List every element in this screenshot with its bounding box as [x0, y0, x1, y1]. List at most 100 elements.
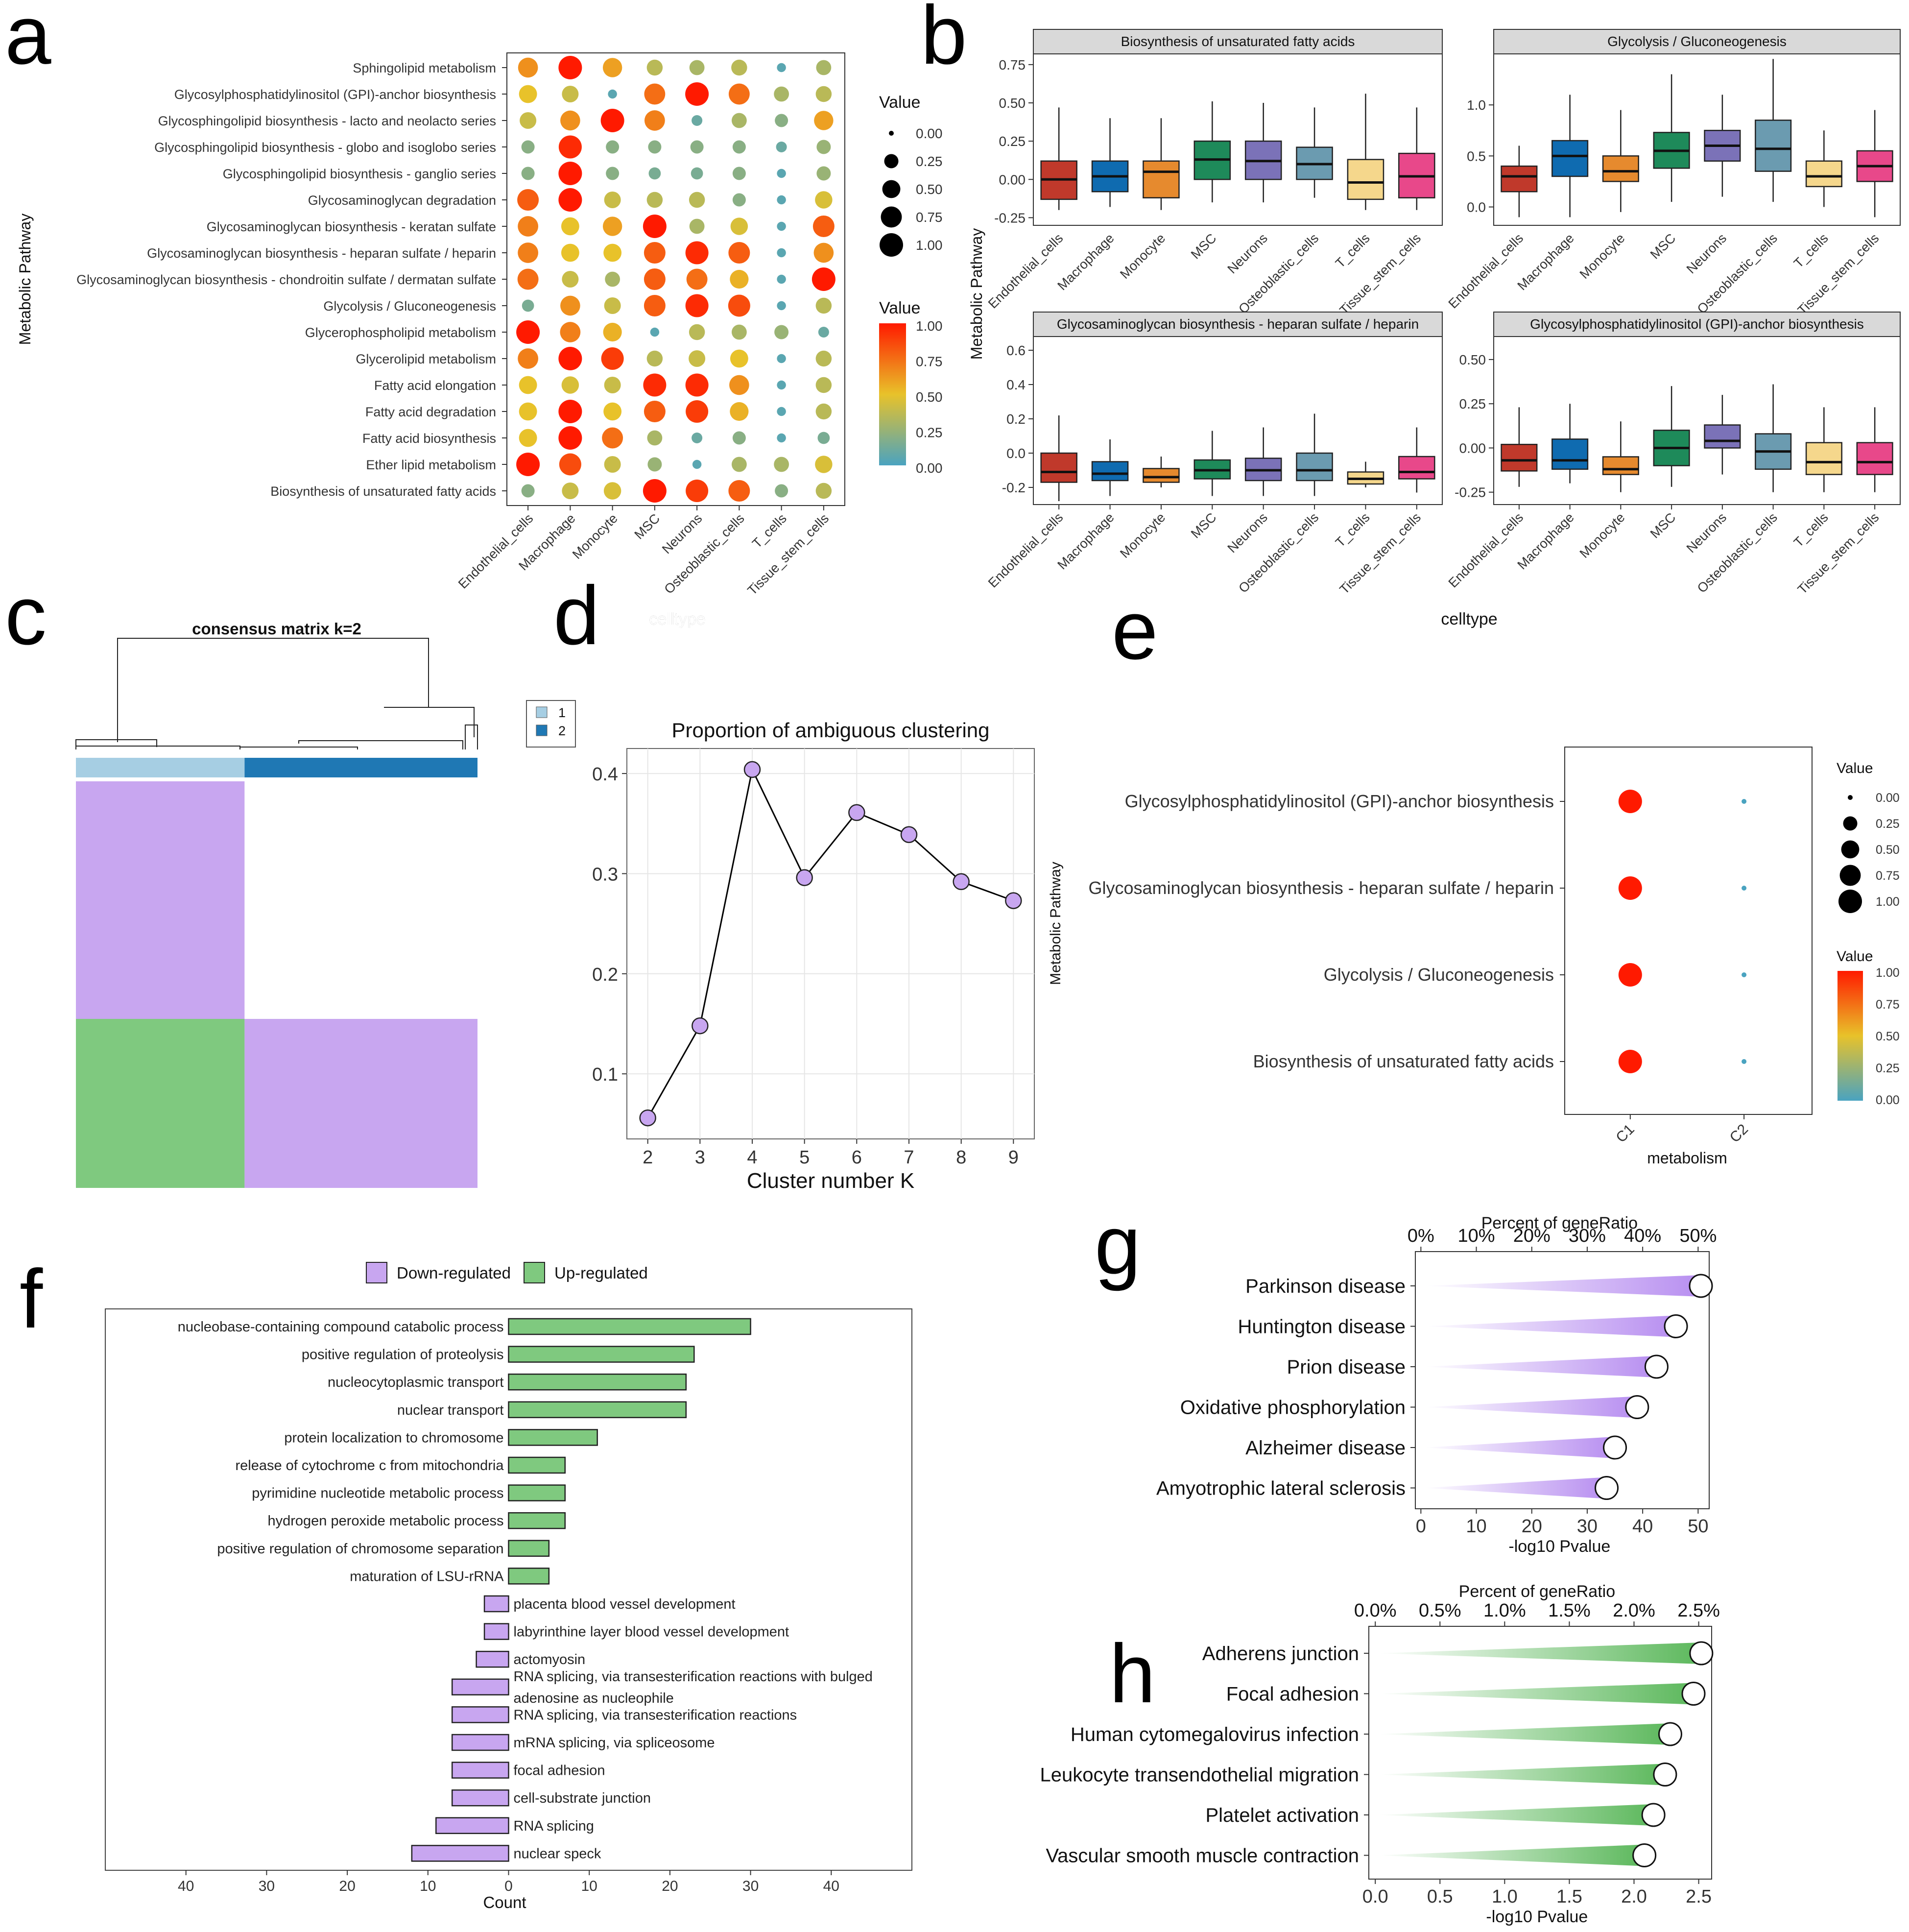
bar [508, 1484, 566, 1501]
y-tick-label: 0.50 [999, 96, 1026, 111]
data-point [953, 873, 970, 891]
dot-point [646, 59, 663, 76]
bar [483, 1623, 509, 1640]
y-tick-label: 0.2 [1006, 411, 1026, 427]
x-tick-label: 10 [1466, 1516, 1486, 1537]
x-tick-label: MSC [631, 511, 663, 542]
box-body [1602, 155, 1639, 182]
dot-point [686, 479, 709, 503]
dot-point [1742, 799, 1747, 804]
dot-point [1618, 963, 1642, 987]
y-tick-label: Ether lipid metabolism [366, 458, 496, 472]
data-point [743, 761, 761, 778]
x-axis-title: celltype [1441, 610, 1497, 628]
y-tick-label: Alzheimer disease [1245, 1437, 1406, 1459]
y-tick-label: Biosynthesis of unsaturated fatty acids [270, 484, 496, 499]
dot-point [730, 402, 749, 421]
dendrogram-branch [384, 707, 475, 737]
legend-size-dot [882, 180, 901, 198]
legend-size-dot [889, 131, 894, 136]
x-tick-label: 7 [904, 1147, 914, 1168]
dot-point [558, 400, 582, 423]
dot-point [777, 380, 786, 390]
y-tick-label: Vascular smooth muscle contraction [1046, 1845, 1359, 1867]
dot-point [520, 112, 537, 129]
dot-point [731, 59, 747, 76]
bar [476, 1650, 509, 1668]
bar-label: cell-substrate junction [514, 1790, 651, 1806]
bar [451, 1706, 509, 1723]
bar-label: nuclear speck [514, 1846, 601, 1861]
y-tick-label: 0.25 [999, 134, 1026, 149]
legend-label: 0.50 [1876, 843, 1900, 857]
y-tick-label: Leukocyte transendothelial migration [1040, 1764, 1359, 1786]
box-body [1805, 442, 1842, 475]
panel-f: 40 30 20 10 0 10 20 30 40 nucleobase-containing c… [105, 1262, 912, 1911]
top-tick-label: 10% [1457, 1226, 1495, 1246]
dot-point [647, 457, 662, 472]
dot-point [730, 269, 749, 289]
y-tick-label: Prion disease [1287, 1356, 1406, 1378]
heatmap-block [244, 1019, 477, 1188]
dot-point [730, 217, 748, 235]
bar [508, 1540, 550, 1557]
dot-point [604, 191, 621, 209]
dot-point [775, 484, 788, 498]
plot-frame [105, 1308, 912, 1871]
dendrogram-branch [298, 740, 463, 749]
dot-point [774, 457, 789, 472]
dot-point [602, 58, 622, 77]
x-tick-label: 20 [339, 1878, 355, 1894]
box-body [1296, 452, 1333, 482]
x-tick-label: T_cells [1333, 231, 1373, 271]
bar-label: release of cytochrome c from mitochondri… [236, 1458, 504, 1473]
legend-label: 0.50 [916, 389, 943, 405]
top-tick-label: 30% [1569, 1226, 1606, 1246]
dot-point [818, 326, 829, 338]
lollipop-head [1681, 1682, 1706, 1706]
lollipop-stem [1424, 1315, 1676, 1337]
box-body [1551, 438, 1589, 470]
dot-point [776, 141, 787, 153]
dot-point [604, 376, 621, 394]
plot-frame [506, 52, 845, 506]
x-tick-label: MSC [1188, 231, 1219, 262]
box-body [1040, 452, 1077, 483]
y-tick-label: Glycosaminoglycan biosynthesis - chondro… [76, 272, 496, 287]
lollipop-stem [1424, 1396, 1637, 1418]
data-point [900, 826, 918, 843]
dot-point [608, 89, 617, 99]
y-tick-label: Glycosaminoglycan biosynthesis - keratan… [207, 219, 496, 234]
dot-point [777, 407, 786, 416]
plot-frame [626, 748, 1035, 1139]
y-axis-title: Metabolic Pathway [16, 214, 34, 345]
bar-label: actomyosin [514, 1652, 586, 1667]
dot-point [817, 432, 830, 444]
bar [411, 1845, 509, 1862]
y-tick-label: 0.00 [1459, 440, 1486, 456]
dot-point [521, 140, 535, 154]
lollipop-head [1689, 1274, 1713, 1298]
x-tick-label: Neurons [1684, 231, 1729, 276]
x-tick-label: Tissue_stem_cells [745, 511, 832, 598]
y-tick-label: Glycosaminoglycan degradation [308, 193, 496, 208]
panel-letter-d: d [553, 569, 600, 662]
legend-size-dot [880, 233, 903, 257]
dot-point [813, 242, 834, 263]
lollipop-head [1603, 1435, 1627, 1460]
y-tick-label: Oxidative phosphorylation [1180, 1397, 1406, 1419]
legend-size-dot [1848, 795, 1853, 800]
facet-strip [1493, 29, 1901, 54]
x-tick-label: 8 [956, 1147, 966, 1168]
x-tick-label: 2.0 [1621, 1886, 1647, 1907]
y-tick-label: Sphingolipid metabolism [353, 61, 496, 75]
x-tick-label: C2 [1727, 1121, 1751, 1146]
dot-point [729, 375, 749, 395]
dot-point [560, 110, 580, 131]
box-body [1856, 442, 1893, 475]
y-tick-label: 0.0 [1467, 200, 1486, 215]
top-tick-label: 2.0% [1613, 1600, 1655, 1621]
legend-label: 0.50 [916, 182, 943, 197]
x-axis-title-hidden: celltype [649, 610, 705, 628]
x-tick-label: 20 [1522, 1516, 1542, 1537]
